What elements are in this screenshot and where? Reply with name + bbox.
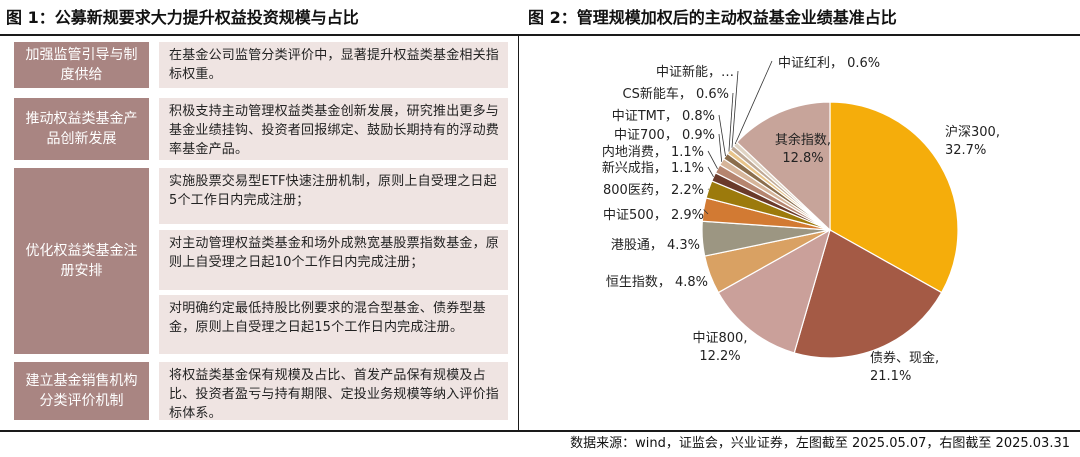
top-rule (0, 34, 1080, 36)
slice-label: 800医药， 2.2% (603, 183, 704, 198)
source-note: 数据来源：wind，证监会，兴业证券，左图截至 2025.05.07，右图截至 … (570, 436, 1070, 451)
row-description: 对主动管理权益类基金和场外成熟宽基股票指数基金，原则上自受理之日起10个工作日内… (159, 230, 508, 290)
slice-label: 中证TMT， 0.8% (612, 109, 715, 124)
figure1-title: 图 1：公募新规要求大力提升权益投资规模与占比 (6, 8, 359, 27)
slice-label: 恒生指数， 4.8% (606, 275, 708, 290)
slice-label: 内地消费， 1.1% (602, 144, 704, 160)
figure2-title: 图 2：管理规模加权后的主动权益基金业绩基准占比 (528, 8, 897, 27)
slice-label: 其余指数, 12.8% (775, 132, 831, 166)
leader-line (734, 60, 773, 145)
row-description: 在基金公司监管分类评价中，显著提升权益类基金相关指标权重。 (159, 42, 508, 88)
slice-label: 中证800, 12.2% (693, 331, 748, 364)
row-description: 实施股票交易型ETF快速注册机制，原则上自受理之日起5个工作日内完成注册； (159, 168, 508, 224)
slice-label: 港股通， 4.3% (611, 238, 700, 253)
slice-label: 中证红利， 0.6% (778, 55, 880, 71)
slice-label: 新兴成指， 1.1% (602, 160, 704, 176)
pie-slice (829, 101, 959, 294)
slice-label: 中证新能，… (656, 64, 734, 80)
slice-label: 沪深300, 32.7% (945, 124, 1000, 158)
leader-line (728, 92, 734, 152)
pie-slice (793, 229, 943, 359)
slice-label: 债券、现金, 21.1% (870, 350, 939, 384)
figure1-table: 加强监管引导与制度供给 在基金公司监管分类评价中，显著提升权益类基金相关指标权重… (14, 42, 514, 422)
row-label: 建立基金销售机构分类评价机制 (14, 362, 149, 420)
row-label: 推动权益类基金产品创新发展 (14, 98, 149, 160)
row-description: 将权益类基金保有规模及占比、首发产品保有规模及占比、投资者盈亏与持有期限、定投业… (159, 362, 508, 421)
leader-line (731, 70, 739, 148)
pie-slice (717, 228, 831, 354)
leader-line (703, 209, 709, 215)
slice-label: 中证700， 0.9% (614, 128, 715, 143)
pie-chart: 沪深300, 32.7% 债券、现金, 21.1% 中证800, 12.2% 恒生指数， 4… (602, 55, 1000, 384)
leader-line (718, 133, 723, 162)
pie-slice (736, 101, 831, 232)
slice-label: CS新能车， 0.6% (623, 86, 730, 102)
leader-line (718, 114, 726, 157)
bottom-rule (0, 430, 1080, 432)
leader-line (707, 150, 718, 170)
row-label: 优化权益类基金注册安排 (14, 168, 149, 354)
row-label: 加强监管引导与制度供给 (14, 42, 149, 88)
panel-divider (518, 34, 519, 430)
slice-label: 中证500， 2.9% (603, 208, 704, 223)
row-description: 积极支持主动管理权益类基金创新发展，研究推出更多与基金业绩挂钩、投资者回报绑定、… (159, 98, 508, 160)
leader-line (707, 166, 714, 178)
row-description: 对明确约定最低持股比例要求的混合型基金、债券型基金，原则上自受理之日起15个工作… (159, 295, 508, 354)
